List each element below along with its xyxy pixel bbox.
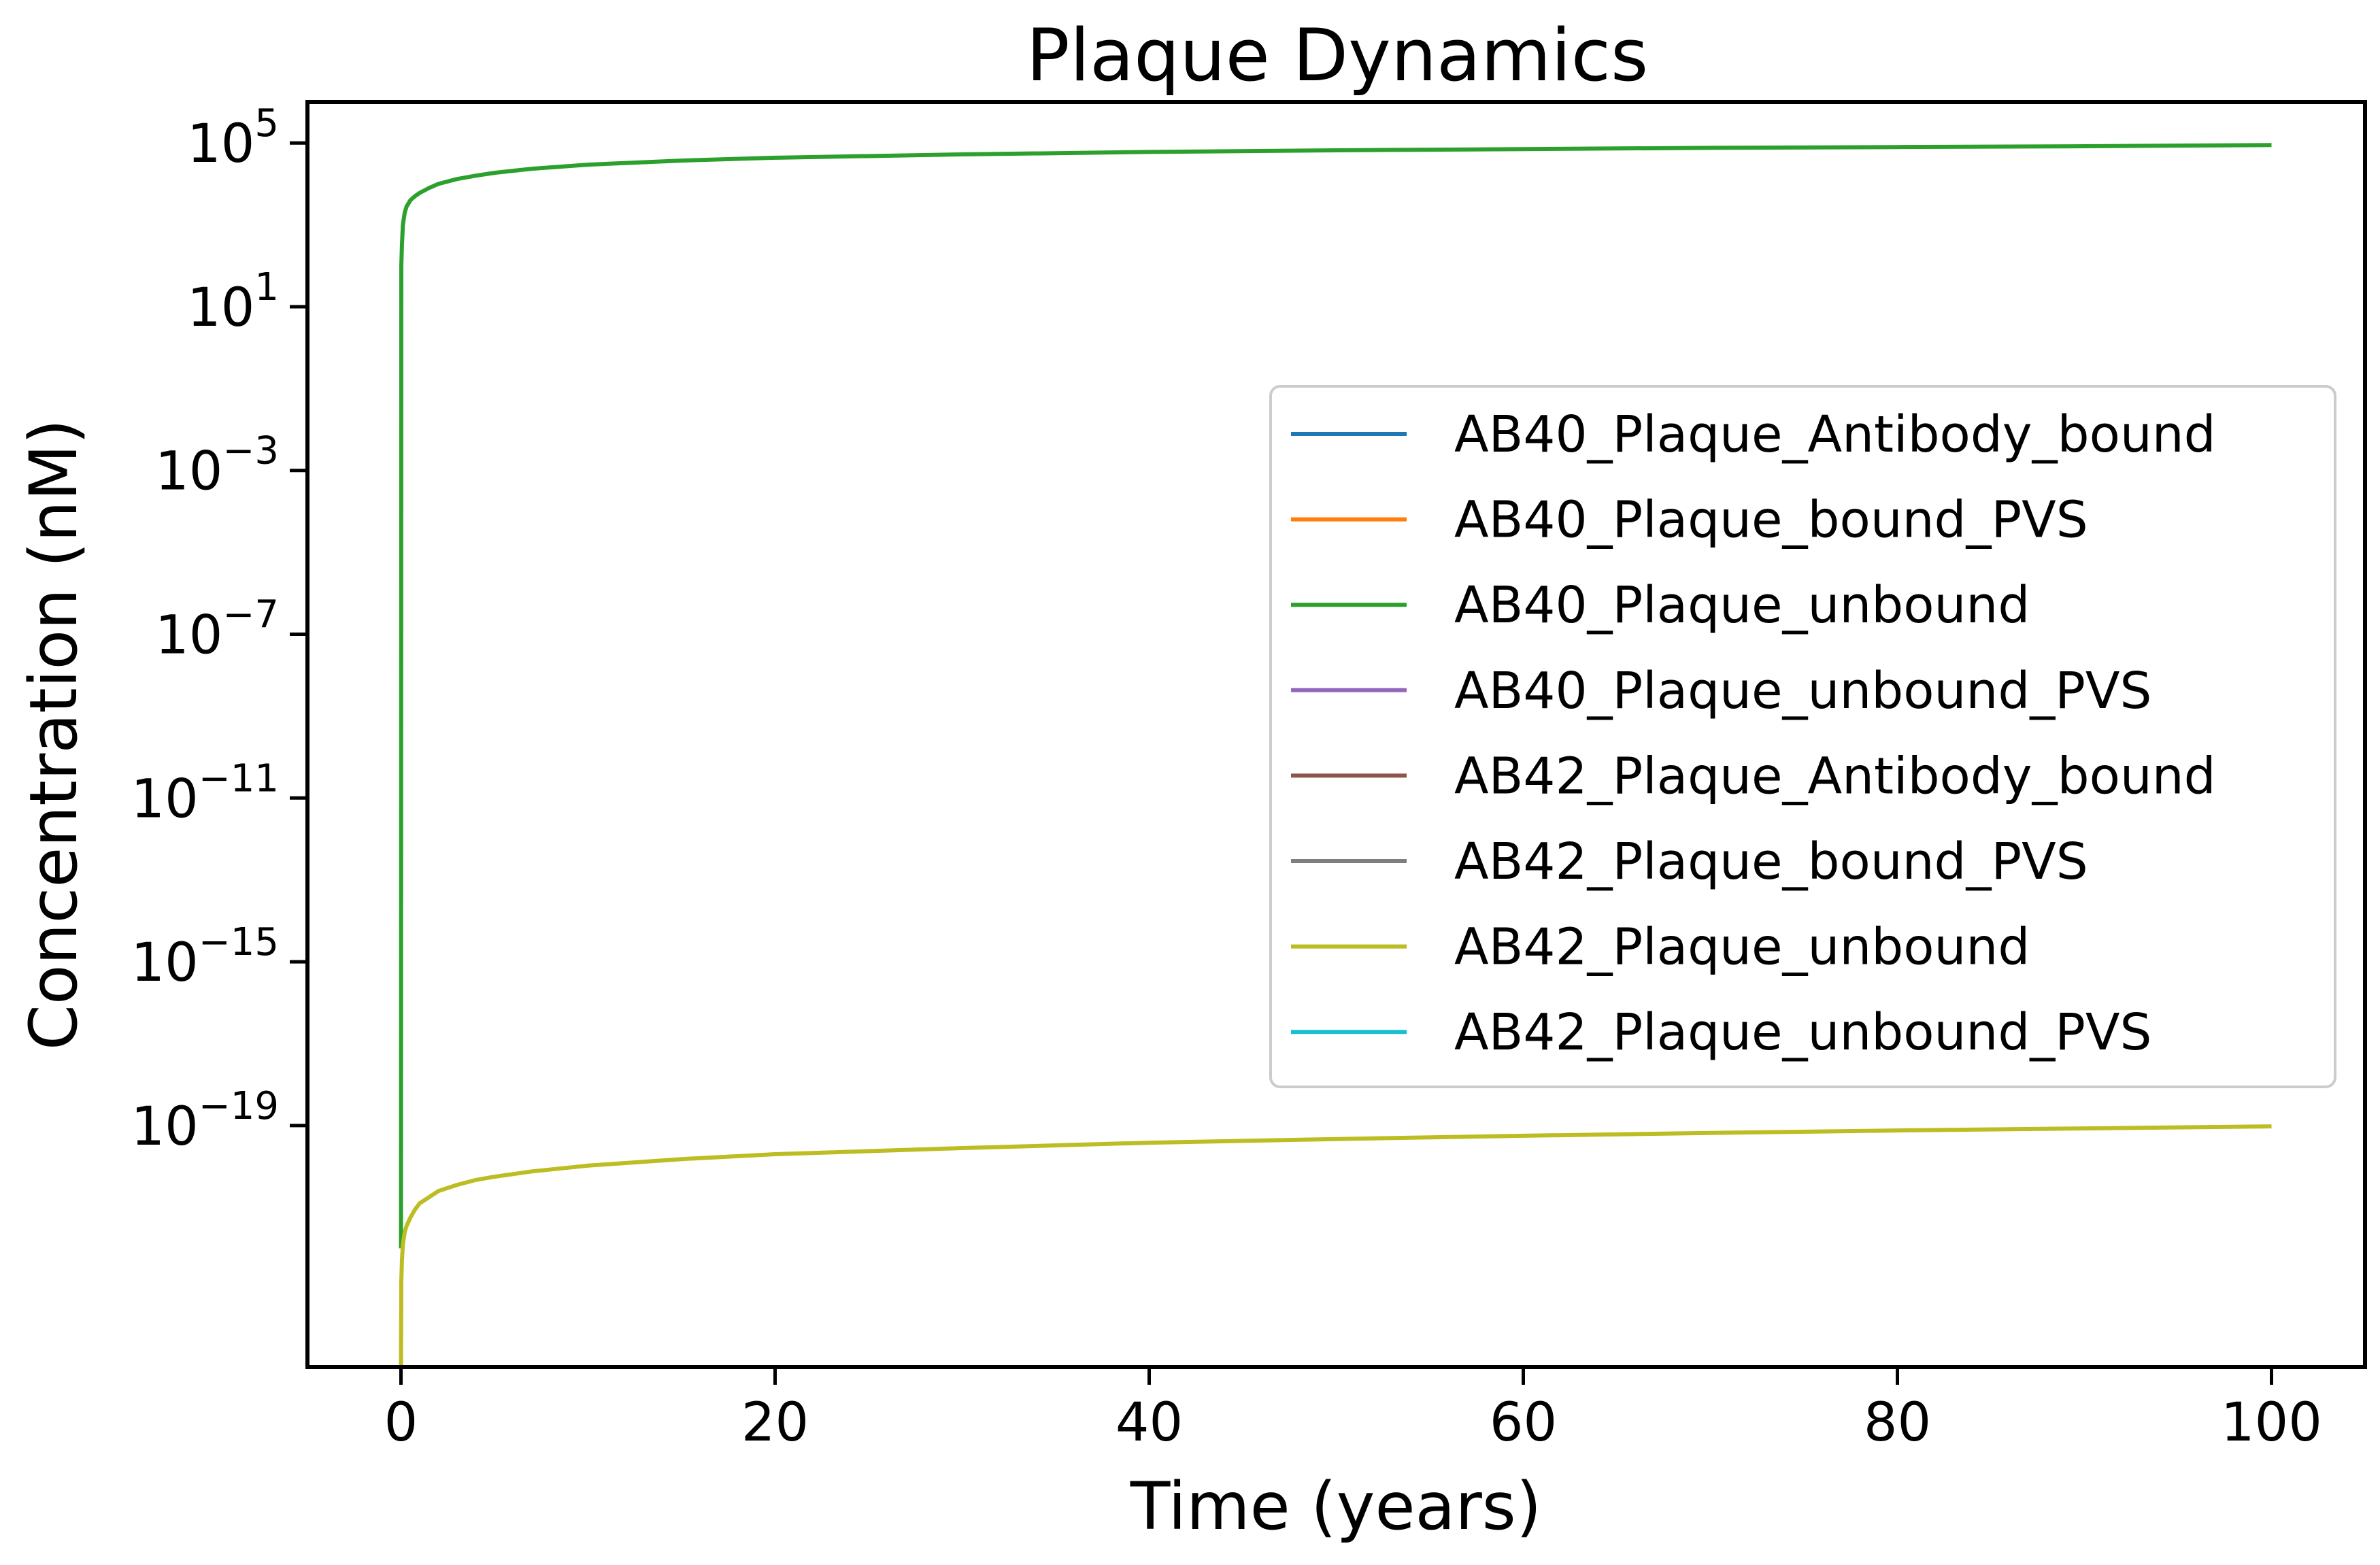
y-tick-base: 10 — [131, 932, 199, 994]
y-tick-base: 10 — [187, 277, 254, 339]
x-tick-label: 40 — [1116, 1392, 1183, 1453]
y-tick-base: 10 — [155, 441, 222, 503]
series-line-6 — [399, 1124, 2272, 1368]
legend-label: AB42_Plaque_bound_PVS — [1454, 832, 2088, 891]
y-tick-label: 105 — [187, 101, 279, 175]
y-tick-base: 10 — [187, 114, 254, 175]
x-tick-label: 20 — [741, 1392, 809, 1453]
legend-label: AB42_Plaque_unbound — [1454, 918, 2030, 977]
y-tick-label: 101 — [187, 265, 279, 339]
y-tick-exponent: −19 — [199, 1084, 279, 1128]
y-tick-base: 10 — [155, 605, 222, 667]
y-tick-exponent: −11 — [199, 756, 279, 801]
legend-label: AB42_Plaque_Antibody_bound — [1454, 747, 2216, 805]
plot-area — [305, 100, 2367, 1369]
y-tick-label: 10−19 — [131, 1084, 279, 1158]
y-tick-base: 10 — [131, 769, 199, 830]
y-tick-exponent: 1 — [254, 265, 279, 309]
plot-frame — [305, 100, 2367, 1369]
legend-label: AB42_Plaque_unbound_PVS — [1454, 1003, 2152, 1062]
legend-label: AB40_Plaque_unbound_PVS — [1454, 662, 2152, 720]
y-tick-label: 10−7 — [155, 593, 279, 667]
legend-label: AB40_Plaque_bound_PVS — [1454, 491, 2088, 550]
y-tick-exponent: −3 — [222, 429, 279, 473]
x-tick-label: 100 — [2221, 1392, 2322, 1453]
series-line-2 — [399, 143, 2272, 1249]
y-tick-exponent: −7 — [222, 593, 279, 637]
y-axis-label: Concentration (nM) — [16, 419, 92, 1050]
chart-title: Plaque Dynamics — [1026, 14, 1648, 97]
y-tick-exponent: 5 — [254, 101, 279, 146]
x-tick-label: 0 — [384, 1392, 418, 1453]
legend-items: AB40_Plaque_Antibody_bound AB40_Plaque_bo… — [1291, 405, 2216, 1062]
x-axis-label: Time (years) — [1130, 1468, 1542, 1545]
y-tick-base: 10 — [131, 1096, 199, 1158]
y-tick-label: 10−11 — [131, 756, 279, 830]
x-tick-label: 60 — [1490, 1392, 1557, 1453]
y-tick-label: 10−3 — [155, 429, 279, 503]
legend-label: AB40_Plaque_Antibody_bound — [1454, 405, 2216, 464]
legend-frame — [1269, 385, 2336, 1088]
y-tick-exponent: −15 — [199, 920, 279, 964]
legend-label: AB40_Plaque_unbound — [1454, 576, 2030, 635]
legend: AB40_Plaque_Antibody_bound AB40_Plaque_bo… — [1269, 385, 2336, 1088]
series-layer — [399, 143, 2272, 1368]
x-tick-label: 80 — [1864, 1392, 1931, 1453]
x-axis: 0 20 40 60 80 100 — [384, 1367, 2322, 1453]
y-tick-label: 10−15 — [131, 920, 279, 994]
